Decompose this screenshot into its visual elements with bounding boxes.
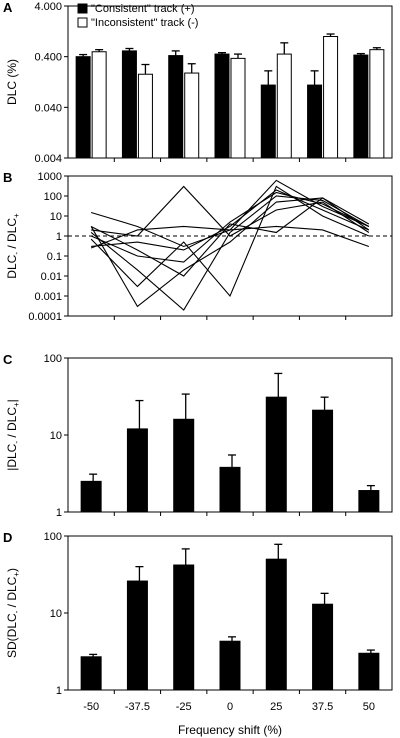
y-tick-label: 1 bbox=[56, 685, 62, 697]
bar bbox=[168, 55, 184, 159]
y-tick-label: 0.040 bbox=[34, 102, 62, 114]
bar bbox=[219, 466, 241, 513]
bar bbox=[323, 36, 339, 159]
y-tick-label: 4.000 bbox=[34, 1, 62, 13]
series-line bbox=[90, 185, 370, 298]
y-tick-label: 10 bbox=[50, 211, 62, 223]
bar bbox=[358, 490, 380, 513]
x-tick-label: -37.5 bbox=[125, 701, 150, 713]
y-axis-label: DLC- / DLC+ bbox=[5, 213, 21, 279]
legend-label: "Inconsistent" track (-) bbox=[91, 17, 198, 29]
bar bbox=[219, 640, 241, 691]
y-tick-label: 100 bbox=[44, 353, 62, 365]
y-tick-label: 0.400 bbox=[34, 52, 62, 64]
y-tick-label: 100 bbox=[44, 191, 62, 203]
plot-frame bbox=[67, 5, 393, 159]
y-tick-label: 1000 bbox=[38, 171, 62, 183]
bar bbox=[312, 603, 334, 691]
legend-label: "Consistent" track (+) bbox=[91, 3, 194, 15]
x-tick-label: 37.5 bbox=[312, 701, 333, 713]
bar bbox=[307, 84, 323, 159]
y-tick-label: 0.004 bbox=[34, 153, 62, 165]
bar bbox=[75, 56, 91, 159]
bar bbox=[260, 84, 276, 159]
series-line bbox=[90, 197, 370, 277]
bar bbox=[91, 51, 107, 159]
bar bbox=[230, 57, 246, 159]
y-tick-label: 0.001 bbox=[34, 291, 62, 303]
x-tick-label: -50 bbox=[83, 701, 99, 713]
series-line bbox=[90, 225, 370, 249]
y-tick-label: 10 bbox=[50, 608, 62, 620]
panel-letter: D bbox=[3, 530, 12, 545]
bar bbox=[184, 72, 200, 159]
bar bbox=[265, 396, 287, 513]
series-line bbox=[91, 185, 370, 237]
series-line bbox=[91, 189, 370, 251]
bar bbox=[369, 49, 385, 159]
y-tick-label: 0.01 bbox=[41, 271, 62, 283]
panel-letter: A bbox=[3, 0, 13, 15]
y-tick-label: 0.0001 bbox=[28, 311, 62, 323]
bar bbox=[126, 428, 148, 513]
y-tick-label: 1 bbox=[56, 231, 62, 243]
x-tick-label: -25 bbox=[176, 701, 192, 713]
legend-swatch bbox=[77, 17, 88, 28]
y-tick-label: 10 bbox=[50, 430, 62, 442]
bar bbox=[358, 652, 380, 691]
series-line bbox=[90, 197, 370, 308]
y-tick-label: 0.1 bbox=[47, 251, 62, 263]
plot-frame bbox=[67, 175, 393, 317]
bar bbox=[265, 558, 287, 691]
x-axis-label: Frequency shift (%) bbox=[178, 723, 282, 737]
bar bbox=[276, 53, 292, 159]
y-tick-label: 100 bbox=[44, 531, 62, 543]
y-axis-label: DLC (%) bbox=[5, 59, 19, 105]
legend-swatch bbox=[77, 3, 88, 14]
panel-letter: C bbox=[3, 352, 13, 367]
series-line bbox=[90, 195, 370, 311]
bar bbox=[137, 73, 153, 159]
bar bbox=[173, 418, 195, 513]
y-axis-label: |DLC- / DLC+| bbox=[5, 399, 21, 471]
bar bbox=[121, 50, 137, 159]
x-tick-label: 25 bbox=[270, 701, 282, 713]
y-tick-label: 1 bbox=[56, 507, 62, 519]
bar bbox=[353, 54, 369, 159]
bar bbox=[80, 656, 102, 691]
series-line bbox=[90, 191, 370, 263]
y-axis-label: SD(DLC- / DLC+) bbox=[5, 568, 21, 658]
panel-letter: B bbox=[3, 170, 12, 185]
x-tick-label: 0 bbox=[227, 701, 233, 713]
x-tick-label: 50 bbox=[363, 701, 375, 713]
bar bbox=[173, 564, 195, 691]
bar bbox=[80, 480, 102, 513]
bar bbox=[312, 409, 334, 513]
bar bbox=[214, 53, 230, 159]
bar bbox=[126, 580, 148, 691]
